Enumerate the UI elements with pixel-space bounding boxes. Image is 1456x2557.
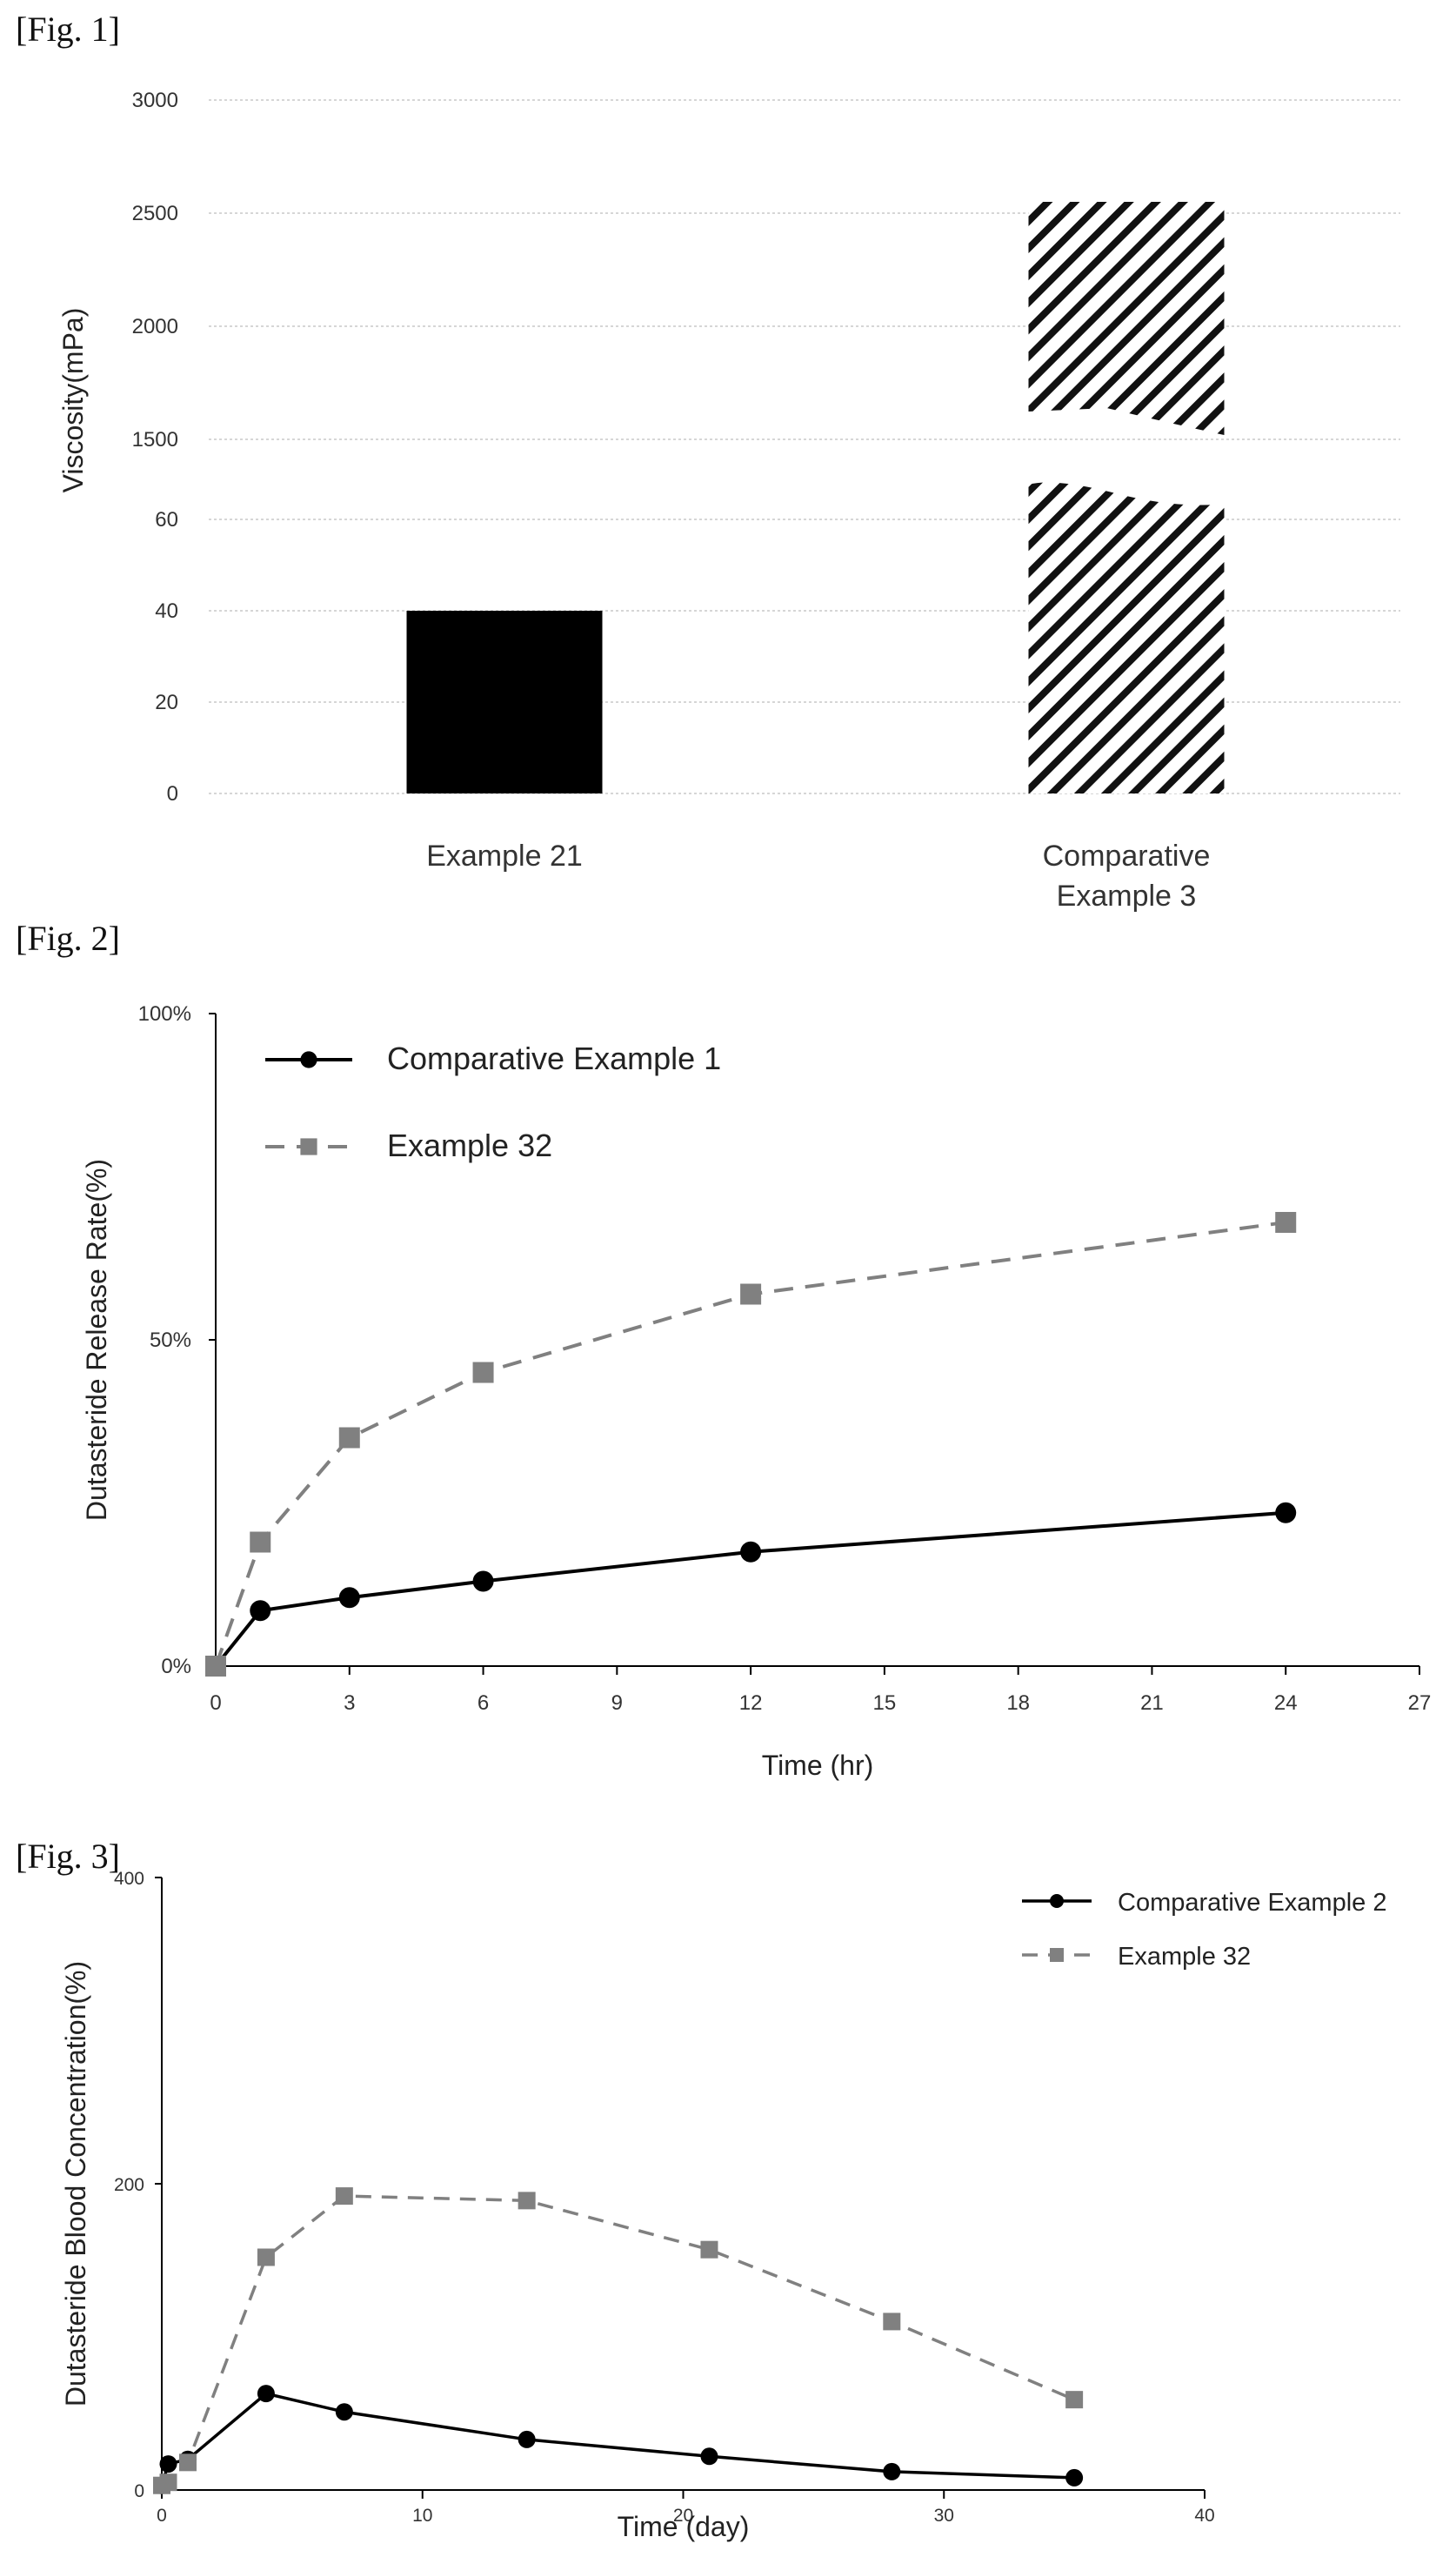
data-point: [250, 1600, 271, 1622]
data-point: [518, 2192, 536, 2210]
data-point: [740, 1541, 762, 1563]
legend-marker: [300, 1138, 317, 1155]
data-point: [1275, 1212, 1297, 1233]
x-tick-label: 15: [873, 1691, 897, 1715]
series-line: [160, 2392, 1075, 2487]
x-tick-label: 12: [739, 1691, 763, 1715]
x-category-label: Comparative: [1043, 840, 1211, 873]
series-line: [161, 2194, 1075, 2487]
legend-label: Example 32: [1118, 1943, 1251, 1971]
y-tick-label: 200: [114, 2175, 144, 2195]
data-point: [335, 2403, 353, 2421]
legend-marker: [1050, 1948, 1064, 1962]
data-point: [472, 1570, 494, 1592]
data-point: [1065, 2468, 1084, 2487]
x-tick-label: 10: [412, 2506, 432, 2526]
bar-comparative-example-3-lower: [1028, 482, 1225, 793]
bar-example-21: [406, 611, 603, 793]
series-line: [214, 1221, 1286, 1667]
data-point: [338, 1587, 360, 1609]
data-point: [159, 2455, 177, 2473]
legend-marker: [300, 1051, 317, 1068]
data-point: [700, 2447, 718, 2466]
x-tick-label: 21: [1140, 1691, 1164, 1715]
figure-2-label: [Fig. 2]: [16, 919, 120, 958]
y-tick-label: 100%: [138, 1002, 191, 1026]
y-tick-label: 0: [167, 782, 178, 806]
x-tick-label: 27: [1408, 1691, 1432, 1715]
x-category-label: Example 21: [426, 840, 583, 873]
data-point: [335, 2187, 353, 2206]
x-tick-label: 0: [157, 2506, 167, 2526]
y-tick-label: 1500: [132, 428, 178, 452]
x-tick-label: 24: [1274, 1691, 1298, 1715]
x-tick-label: 9: [611, 1691, 623, 1715]
legend-label: Comparative Example 2: [1118, 1889, 1386, 1917]
bar-comparative-example-3-upper: [1028, 202, 1225, 435]
y-axis-title: Dutasteride Blood Concentration(%): [60, 1961, 91, 2406]
data-point: [257, 2248, 275, 2266]
data-point: [250, 1531, 271, 1553]
x-axis-title: Time (hr): [762, 1750, 874, 1781]
y-tick-label: 3000: [132, 89, 178, 112]
data-point: [883, 2313, 901, 2331]
y-tick-label: 40: [155, 599, 178, 623]
x-tick-label: 18: [1006, 1691, 1030, 1715]
y-tick-label: 0%: [161, 1655, 191, 1678]
x-axis-title: Time (day): [618, 2511, 750, 2542]
y-tick-label: 60: [155, 508, 178, 532]
figure-3-label: [Fig. 3]: [16, 1837, 120, 1876]
data-point: [178, 2453, 197, 2472]
y-axis-title: Viscosity(mPa): [57, 308, 89, 493]
y-tick-label: 400: [114, 1869, 144, 1889]
data-point: [883, 2462, 901, 2480]
y-tick-label: 20: [155, 691, 178, 714]
legend-label: Comparative Example 1: [387, 1041, 721, 1076]
x-tick-label: 40: [1194, 2506, 1214, 2526]
x-category-label: Example 3: [1057, 880, 1197, 913]
x-tick-label: 30: [934, 2506, 954, 2526]
data-point: [472, 1362, 494, 1383]
x-tick-label: 6: [478, 1691, 489, 1715]
viscosity-bar-chart: 0 20 40 60 1500 2000 2500 3000 Viscosity(mPa) Exa…: [57, 89, 1400, 913]
data-point: [205, 1656, 226, 1677]
x-tick-label: 0: [210, 1691, 221, 1715]
data-point: [518, 2430, 536, 2448]
x-tick-label: 3: [344, 1691, 355, 1715]
data-point: [700, 2240, 718, 2259]
data-point: [1065, 2391, 1084, 2409]
y-tick-label: 50%: [150, 1329, 191, 1352]
series-line: [214, 1510, 1286, 1668]
y-tick-label: 2500: [132, 202, 178, 225]
data-point: [740, 1283, 762, 1305]
data-point: [1275, 1502, 1297, 1523]
data-point: [338, 1427, 360, 1449]
figure-1-label: [Fig. 1]: [16, 10, 120, 49]
data-point: [159, 2473, 177, 2492]
y-tick-label: 2000: [132, 315, 178, 338]
y-tick-label: 0: [134, 2481, 144, 2501]
legend-marker: [1050, 1894, 1064, 1908]
release-rate-line-chart: 0 3 6 9 12 15 18 21 24 27 0% 50% 100% Time (hr) Dutast…: [81, 1002, 1432, 1781]
legend-label: Example 32: [387, 1128, 552, 1163]
x-tick-label: 20: [673, 2506, 693, 2526]
y-axis-title: Dutasteride Release Rate(%): [81, 1159, 112, 1521]
data-point: [257, 2385, 275, 2403]
